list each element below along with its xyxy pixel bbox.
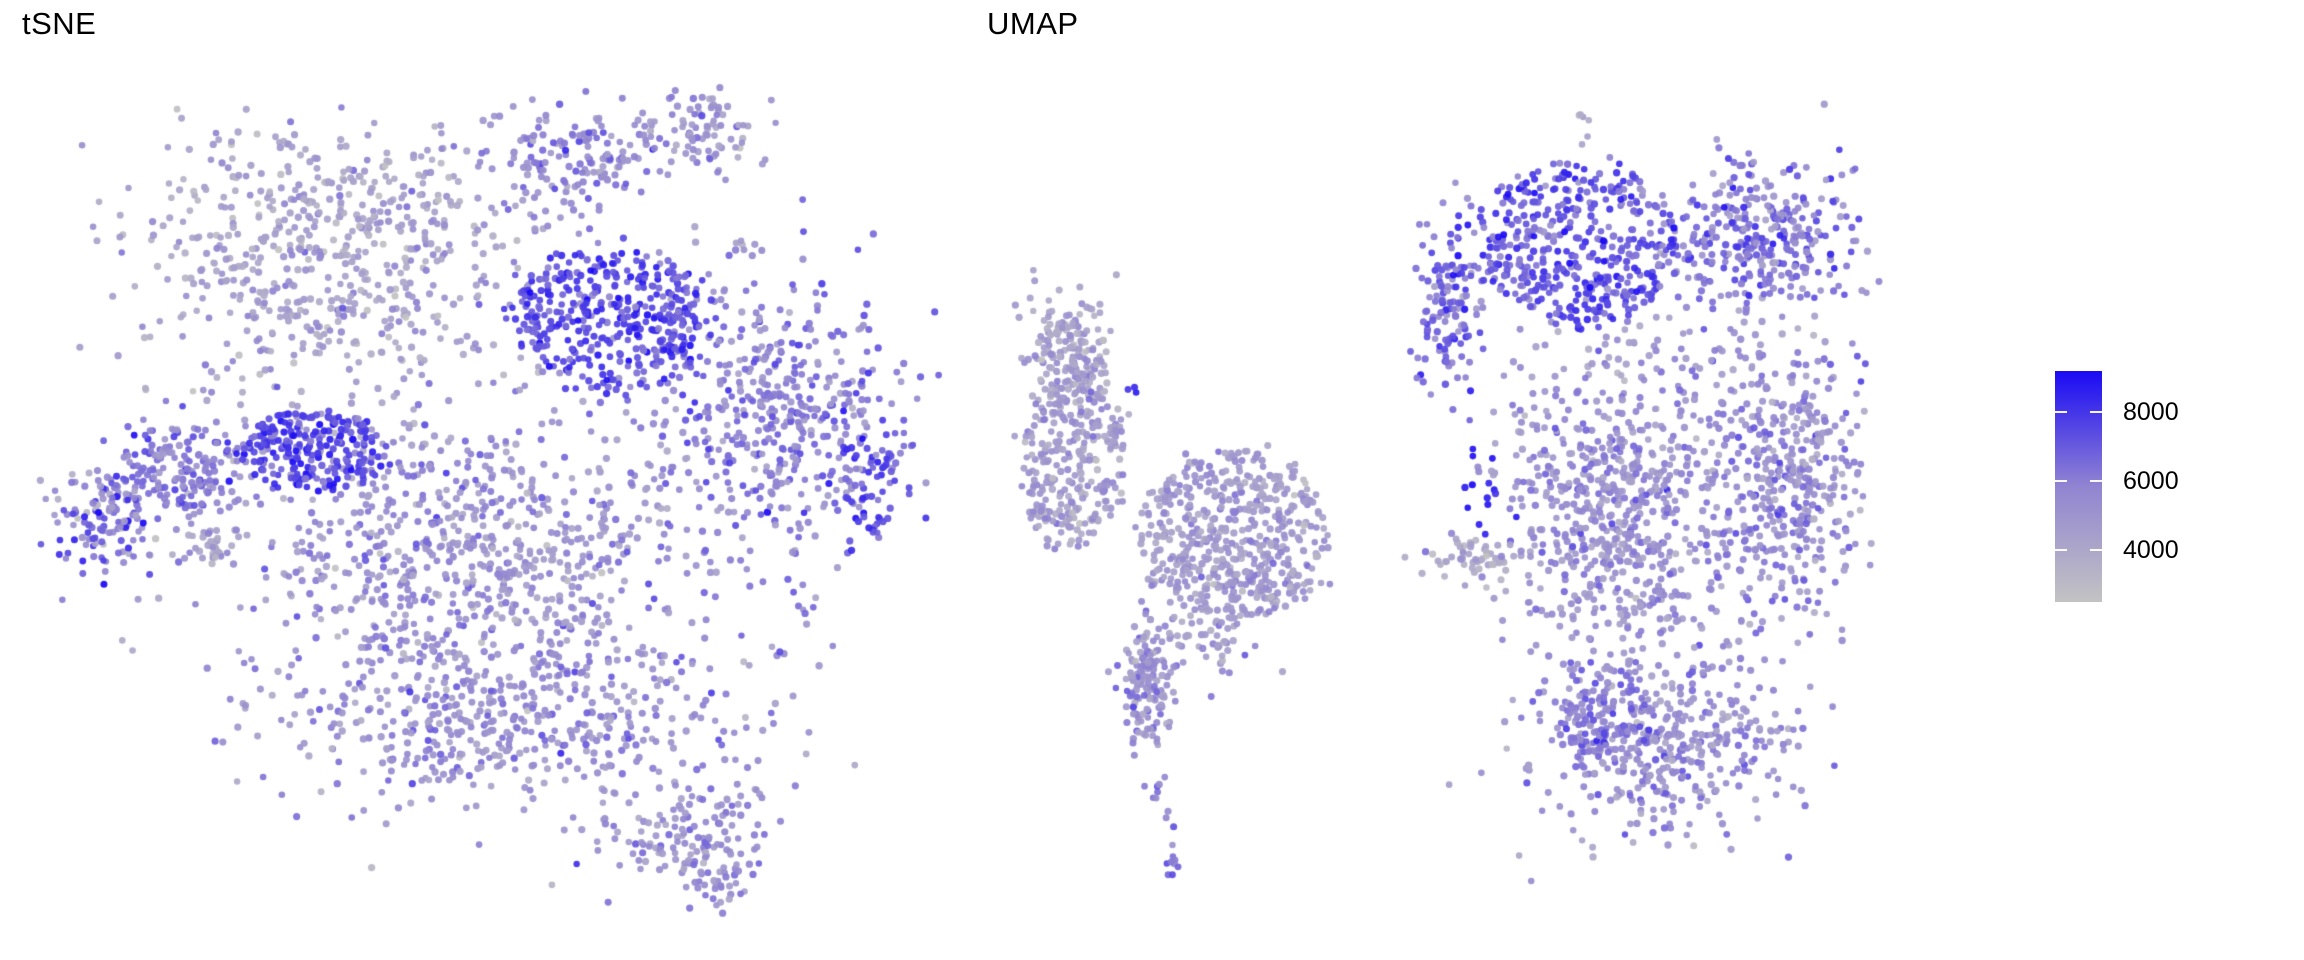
legend-tick-label: 4000 <box>2123 536 2179 564</box>
legend-tick-label: 8000 <box>2123 398 2179 426</box>
panel-title-tsne: tSNE <box>22 6 97 41</box>
colorbar-tick <box>2090 411 2102 413</box>
colorbar-gradient <box>2055 371 2102 602</box>
colorbar-tick <box>2090 480 2102 482</box>
colorbar-legend: 8000 6000 4000 <box>2055 371 2255 603</box>
colorbar-tick <box>2055 549 2067 551</box>
colorbar-tick <box>2055 411 2067 413</box>
colorbar-tick <box>2090 549 2102 551</box>
colorbar-tick <box>2055 480 2067 482</box>
legend-tick-label: 6000 <box>2123 467 2179 495</box>
panel-title-umap: UMAP <box>987 6 1079 41</box>
